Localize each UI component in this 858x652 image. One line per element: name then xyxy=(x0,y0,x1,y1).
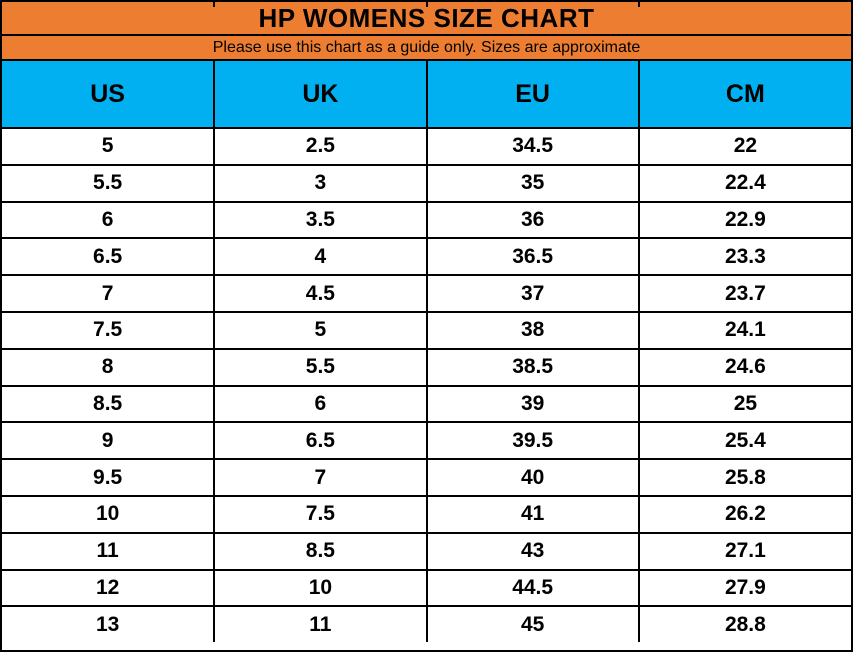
size-table-body: 5 2.5 34.5 22 5.5 3 35 22.4 6 3.5 36 22.… xyxy=(0,127,853,644)
table-cell: 45 xyxy=(425,605,640,644)
table-row: 9 6.5 39.5 25.4 xyxy=(0,421,853,461)
table-cell: 11 xyxy=(213,605,428,644)
table-cell: 25.4 xyxy=(637,421,853,461)
table-cell: 7 xyxy=(213,458,428,497)
table-cell: 23.7 xyxy=(637,274,853,313)
table-cell: 27.1 xyxy=(637,531,853,571)
table-cell: 9 xyxy=(0,421,216,461)
table-cell: 5 xyxy=(213,310,428,350)
table-cell: 6.5 xyxy=(213,421,428,461)
table-cell: 6 xyxy=(0,200,216,240)
gridline-stub xyxy=(213,2,216,7)
table-row: 13 11 45 28.8 xyxy=(0,605,853,644)
table-cell: 36 xyxy=(425,200,640,240)
chart-subtitle: Please use this chart as a guide only. S… xyxy=(212,38,641,56)
table-cell: 3 xyxy=(213,163,428,203)
table-cell: 6 xyxy=(213,384,428,424)
table-cell: 2.5 xyxy=(213,127,428,166)
table-cell: 44.5 xyxy=(425,568,640,608)
table-cell: 7 xyxy=(0,274,216,313)
table-row: 7.5 5 38 24.1 xyxy=(0,310,853,350)
chart-subtitle-row: Please use this chart as a guide only. S… xyxy=(2,36,851,61)
table-cell: 13 xyxy=(0,605,216,644)
chart-title: HP WOMENS SIZE CHART xyxy=(258,2,595,33)
header-row: US UK EU CM xyxy=(0,60,853,129)
table-cell: 39.5 xyxy=(425,421,640,461)
table-cell: 5.5 xyxy=(0,163,216,203)
table-cell: 22.9 xyxy=(637,200,853,240)
table-cell: 39 xyxy=(425,384,640,424)
table-row: 8 5.5 38.5 24.6 xyxy=(0,347,853,387)
table-row: 9.5 7 40 25.8 xyxy=(0,458,853,497)
table-cell: 43 xyxy=(425,531,640,571)
table-cell: 10 xyxy=(213,568,428,608)
table-cell: 40 xyxy=(425,458,640,497)
table-cell: 22 xyxy=(637,127,853,166)
table-cell: 22.4 xyxy=(637,163,853,203)
table-row: 6 3.5 36 22.9 xyxy=(0,200,853,240)
table-cell: 9.5 xyxy=(0,458,216,497)
table-cell: 6.5 xyxy=(0,237,216,277)
table-cell: 41 xyxy=(425,494,640,534)
size-table-header: US UK EU CM xyxy=(0,60,853,129)
table-cell: 28.8 xyxy=(637,605,853,644)
table-cell: 4.5 xyxy=(213,274,428,313)
column-header-uk: UK xyxy=(213,60,428,129)
table-cell: 26.2 xyxy=(637,494,853,534)
table-cell: 3.5 xyxy=(213,200,428,240)
table-cell: 34.5 xyxy=(425,127,640,166)
table-cell: 25.8 xyxy=(637,458,853,497)
table-row: 5 2.5 34.5 22 xyxy=(0,127,853,166)
column-header-cm: CM xyxy=(637,60,853,129)
table-cell: 7.5 xyxy=(213,494,428,534)
table-cell: 12 xyxy=(0,568,216,608)
table-cell: 8.5 xyxy=(213,531,428,571)
column-header-eu: EU xyxy=(425,60,640,129)
table-row: 8.5 6 39 25 xyxy=(0,384,853,424)
gridline-stub xyxy=(425,2,428,7)
table-cell: 4 xyxy=(213,237,428,277)
table-cell: 36.5 xyxy=(425,237,640,277)
table-cell: 8.5 xyxy=(0,384,216,424)
table-row: 12 10 44.5 27.9 xyxy=(0,568,853,608)
table-cell: 11 xyxy=(0,531,216,571)
table-cell: 35 xyxy=(425,163,640,203)
table-row: 6.5 4 36.5 23.3 xyxy=(0,237,853,277)
table-cell: 10 xyxy=(0,494,216,534)
table-cell: 5.5 xyxy=(213,347,428,387)
table-cell: 37 xyxy=(425,274,640,313)
table-cell: 24.1 xyxy=(637,310,853,350)
table-cell: 27.9 xyxy=(637,568,853,608)
table-row: 7 4.5 37 23.7 xyxy=(0,274,853,313)
table-cell: 38.5 xyxy=(425,347,640,387)
table-cell: 25 xyxy=(637,384,853,424)
gridline-stub xyxy=(637,2,640,7)
table-cell: 5 xyxy=(0,127,216,166)
table-row: 10 7.5 41 26.2 xyxy=(0,494,853,534)
column-header-us: US xyxy=(0,60,216,129)
table-cell: 38 xyxy=(425,310,640,350)
table-cell: 23.3 xyxy=(637,237,853,277)
table-row: 5.5 3 35 22.4 xyxy=(0,163,853,203)
table-cell: 24.6 xyxy=(637,347,853,387)
table-cell: 8 xyxy=(0,347,216,387)
chart-title-row: HP WOMENS SIZE CHART xyxy=(2,2,851,36)
table-row: 11 8.5 43 27.1 xyxy=(0,531,853,571)
table-cell: 7.5 xyxy=(0,310,216,350)
size-table: US UK EU CM 5 2.5 34.5 22 5.5 3 35 22.4 xyxy=(0,60,853,644)
